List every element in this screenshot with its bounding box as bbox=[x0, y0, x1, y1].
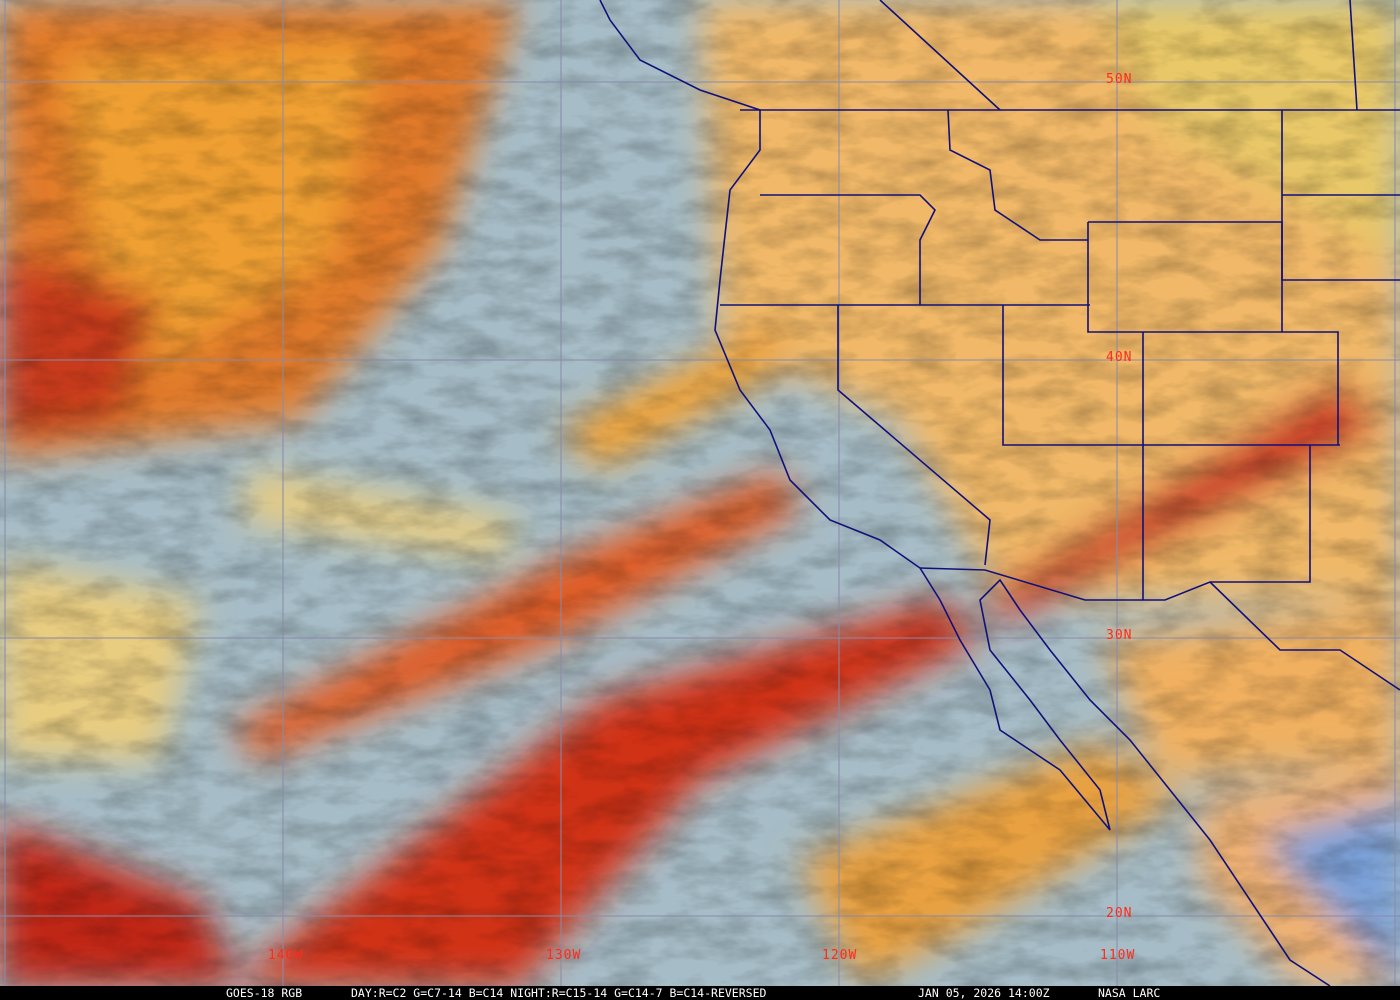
rgb-recipe: DAY:R=C2 G=C7-14 B=C14 NIGHT:R=C15-14 G=… bbox=[351, 986, 767, 1000]
political-boundaries bbox=[599, 0, 1400, 986]
source-credit: NASA LARC bbox=[1098, 986, 1161, 1000]
lat-label-40n: 40N bbox=[1106, 350, 1133, 365]
satellite-name: GOES-18 RGB bbox=[226, 986, 303, 1000]
lon-label-130w: 130W bbox=[546, 948, 582, 963]
lat-label-50n: 50N bbox=[1106, 72, 1133, 87]
image-caption-bar: GOES-18 RGB DAY:R=C2 G=C7-14 B=C14 NIGHT… bbox=[0, 986, 1400, 1000]
lat-label-30n: 30N bbox=[1106, 628, 1133, 643]
lon-label-110w: 110W bbox=[1100, 948, 1136, 963]
lon-label-140w: 140W bbox=[268, 948, 304, 963]
lon-label-120w: 120W bbox=[822, 948, 858, 963]
timestamp: JAN 05, 2026 14:00Z bbox=[918, 986, 1050, 1000]
lat-label-20n: 20N bbox=[1106, 906, 1133, 921]
